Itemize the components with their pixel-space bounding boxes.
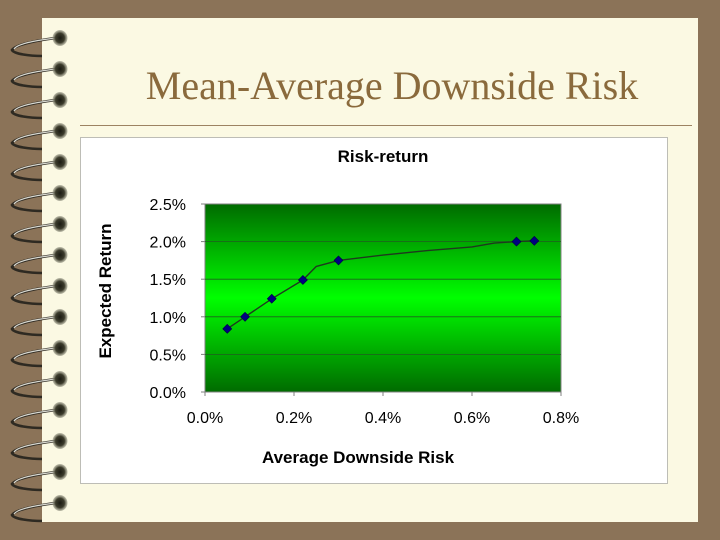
spiral-ring-icon <box>10 371 68 399</box>
risk-return-chart: Risk-return 0.0% 0.5% 1.0% 1.5% 2.0% 2.5% 0.0% 0… <box>96 147 579 467</box>
data-point-marker <box>333 255 344 266</box>
notebook-page: Mean-Average Downside Risk Risk-return 0.… <box>42 18 698 522</box>
spiral-ring-icon <box>10 216 68 244</box>
spiral-ring-icon <box>10 278 68 306</box>
spiral-ring-icon <box>10 154 68 182</box>
spiral-ring-icon <box>10 92 68 120</box>
data-point-marker <box>222 323 233 334</box>
chart-container: Risk-return 0.0% 0.5% 1.0% 1.5% 2.0% 2.5% 0.0% 0… <box>80 137 668 484</box>
y-tick-label: 0.5% <box>150 347 186 364</box>
y-axis-label: Expected Return <box>96 223 115 358</box>
spiral-ring-icon <box>10 309 68 337</box>
spiral-ring-icon <box>10 495 68 523</box>
spiral-ring-icon <box>10 464 68 492</box>
data-point-marker <box>529 235 540 246</box>
spiral-ring-icon <box>10 185 68 213</box>
spiral-ring-icon <box>10 30 68 58</box>
spiral-ring-icon <box>10 123 68 151</box>
spiral-ring-icon <box>10 61 68 89</box>
y-tick-label: 2.5% <box>150 197 186 214</box>
x-tick-label: 0.0% <box>187 410 223 427</box>
title-divider <box>80 125 692 126</box>
x-tick-label: 0.6% <box>454 410 490 427</box>
series-line <box>226 240 535 330</box>
y-tick-label: 1.5% <box>150 272 186 289</box>
x-tick-label: 0.4% <box>365 410 401 427</box>
y-tick-label: 0.0% <box>150 385 186 402</box>
slide-title: Mean-Average Downside Risk <box>145 63 639 108</box>
data-point-marker <box>266 293 277 304</box>
x-axis-label: Average Downside Risk <box>262 448 455 467</box>
y-tick-label: 2.0% <box>150 235 186 252</box>
plot-area <box>204 203 562 393</box>
y-tick-label: 1.0% <box>150 310 186 327</box>
spiral-ring-icon <box>10 340 68 368</box>
x-tick-label: 0.8% <box>543 410 579 427</box>
spiral-ring-icon <box>10 433 68 461</box>
spiral-ring-icon <box>10 402 68 430</box>
spiral-ring-icon <box>10 247 68 275</box>
spiral-binding-icon <box>10 30 68 523</box>
chart-title: Risk-return <box>338 147 429 166</box>
data-point-marker <box>297 275 308 285</box>
data-point-marker <box>511 236 522 247</box>
data-point-marker <box>240 311 250 322</box>
x-tick-label: 0.2% <box>276 410 312 427</box>
